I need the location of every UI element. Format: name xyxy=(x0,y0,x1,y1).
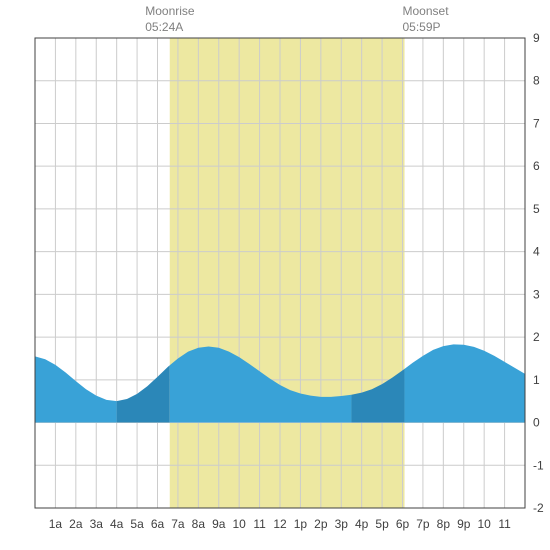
moonset-label: Moonset xyxy=(403,4,449,18)
x-tick-label: 6p xyxy=(396,517,410,531)
x-tick-label: 10 xyxy=(232,517,246,531)
x-tick-label: 10 xyxy=(477,517,491,531)
y-tick-label: 2 xyxy=(533,330,540,344)
chart-svg: -2-101234567891a2a3a4a5a6a7a8a9a1011121p… xyxy=(0,0,550,550)
moonrise-annotation: Moonrise 05:24A xyxy=(145,4,194,35)
x-tick-label: 9a xyxy=(212,517,226,531)
y-tick-label: 4 xyxy=(533,245,540,259)
x-tick-label: 3p xyxy=(335,517,349,531)
y-tick-label: 5 xyxy=(533,202,540,216)
x-tick-label: 9p xyxy=(457,517,471,531)
x-tick-label: 12 xyxy=(273,517,287,531)
x-tick-label: 7p xyxy=(416,517,430,531)
moonset-annotation: Moonset 05:59P xyxy=(403,4,449,35)
y-tick-label: 1 xyxy=(533,373,540,387)
moonrise-time: 05:24A xyxy=(145,20,183,34)
y-tick-label: 0 xyxy=(533,416,540,430)
x-tick-label: 3a xyxy=(90,517,104,531)
x-tick-label: 5a xyxy=(130,517,144,531)
daylight-band xyxy=(170,38,405,508)
y-tick-label: -1 xyxy=(533,458,544,472)
x-tick-label: 2a xyxy=(69,517,83,531)
x-tick-label: 2p xyxy=(314,517,328,531)
moonset-time: 05:59P xyxy=(403,20,441,34)
y-tick-label: 7 xyxy=(533,116,540,130)
x-tick-label: 5p xyxy=(375,517,389,531)
y-tick-label: 3 xyxy=(533,287,540,301)
y-tick-label: 8 xyxy=(533,74,540,88)
tide-chart: Moonrise 05:24A Moonset 05:59P -2-101234… xyxy=(0,0,550,550)
x-tick-label: 7a xyxy=(171,517,185,531)
moonrise-label: Moonrise xyxy=(145,4,194,18)
x-tick-label: 11 xyxy=(498,517,511,531)
x-tick-label: 6a xyxy=(151,517,165,531)
x-tick-label: 8p xyxy=(437,517,451,531)
x-tick-label: 4p xyxy=(355,517,369,531)
x-tick-label: 4a xyxy=(110,517,124,531)
x-tick-label: 1a xyxy=(49,517,63,531)
y-tick-label: 6 xyxy=(533,159,540,173)
x-tick-label: 8a xyxy=(192,517,206,531)
y-tick-label: 9 xyxy=(533,31,540,45)
y-tick-label: -2 xyxy=(533,501,544,515)
x-tick-label: 1p xyxy=(294,517,308,531)
x-tick-label: 11 xyxy=(253,517,266,531)
